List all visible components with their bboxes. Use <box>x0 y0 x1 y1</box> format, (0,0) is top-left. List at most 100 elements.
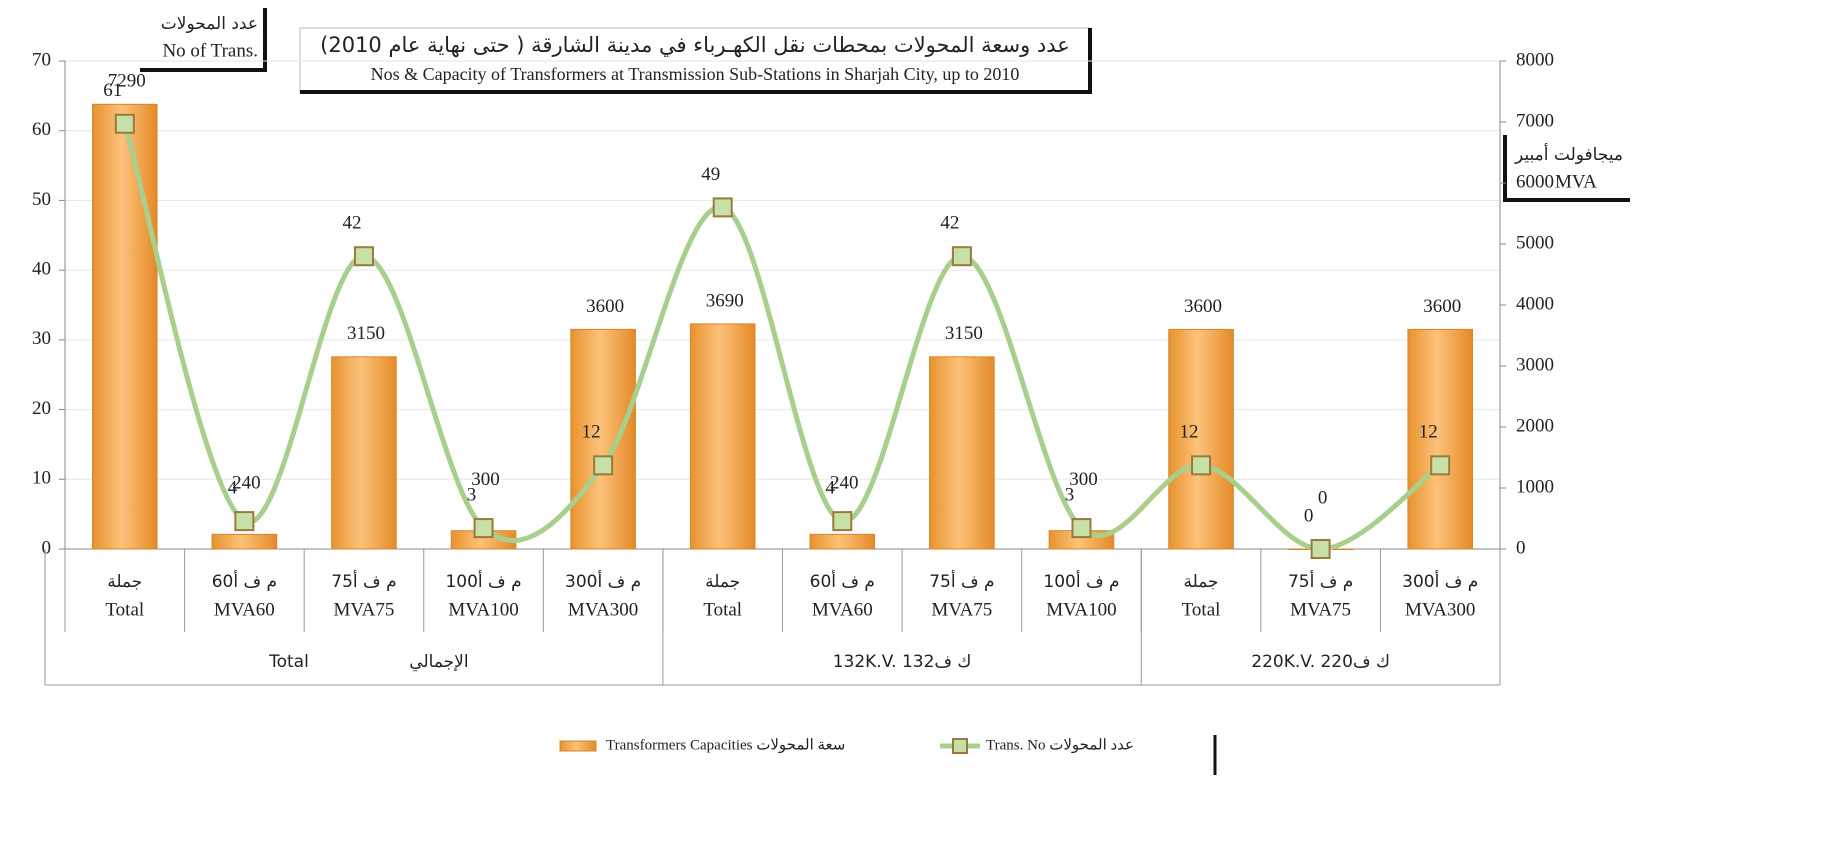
x-tick-label: 300م ف أ <box>565 570 641 592</box>
bar-value-label: 0 <box>1318 487 1328 508</box>
line-value-label: 12 <box>1419 422 1438 443</box>
legend-swatch <box>559 740 597 752</box>
bar <box>331 356 397 550</box>
x-tick-label: 60م ف أ <box>810 570 875 592</box>
bar-value-label: 240 <box>232 473 261 494</box>
line-marker <box>593 455 614 476</box>
line-value-label: 12 <box>1180 422 1199 443</box>
line-marker <box>473 518 494 539</box>
bar-value-label: 300 <box>1069 469 1098 490</box>
x-tick-label: Total <box>1182 599 1221 620</box>
line-marker <box>951 246 972 267</box>
x-tick-label: 100م ف أ <box>1043 570 1119 592</box>
bar <box>1407 328 1473 550</box>
y2-tick-label: 8000 <box>1516 49 1554 70</box>
y2-tick-label: 3000 <box>1516 354 1554 375</box>
bar-value-label: 3150 <box>347 323 385 344</box>
y2-tick-label: 7000 <box>1516 110 1554 131</box>
y-label-box <box>140 8 267 72</box>
line-value-label: 3 <box>467 484 477 505</box>
x-tick-label: 75م ف أ <box>331 570 396 592</box>
title-box-shadow <box>300 28 1092 94</box>
y-axis-label: عدد المحولات <box>161 14 258 34</box>
x-tick-label: MVA100 <box>448 599 518 620</box>
x-tick-label: MVA60 <box>214 599 275 620</box>
x-tick-label: Total <box>105 599 144 620</box>
y-tick-label: 0 <box>42 537 52 558</box>
y-tick-label: 20 <box>32 398 51 419</box>
y2-tick-label: 1000 <box>1516 476 1554 497</box>
y2-tick-label: 6000 <box>1516 171 1554 192</box>
line-value-label: 4 <box>228 477 238 498</box>
bar <box>1168 328 1234 550</box>
line-marker <box>234 511 255 532</box>
bar <box>689 323 756 550</box>
line-value-label: 3 <box>1065 484 1075 505</box>
x-tick-label: MVA300 <box>568 599 638 620</box>
bar <box>211 533 278 550</box>
y-axis-label: No of Trans. <box>162 40 258 61</box>
y-tick-label: 70 <box>32 49 51 70</box>
x-tick-label: جملة <box>705 572 740 592</box>
line-marker <box>832 511 853 532</box>
x-tick-label: Total <box>703 599 742 620</box>
x-tick-label: MVA75 <box>334 599 395 620</box>
bar-value-label: 3600 <box>586 296 624 317</box>
line-value-label: 12 <box>582 422 601 443</box>
x-tick-label: MVA75 <box>1290 599 1351 620</box>
x-tick-label: 60م ف أ <box>212 570 277 592</box>
x-tick-label: 100م ف أ <box>445 570 521 592</box>
chart-subtitle: Nos & Capacity of Transformers at Transm… <box>371 64 1020 84</box>
y-tick-label: 40 <box>32 259 51 280</box>
x-tick-label: MVA75 <box>931 599 992 620</box>
chart-title: عدد وسعة المحولات بمحطات نقل الكهـرباء ف… <box>320 33 1070 57</box>
y2-axis-label: ميجافولت أمبير <box>1514 143 1623 165</box>
legend-label: Transformers Capacities سعة المحولات <box>606 737 845 753</box>
bar <box>570 328 636 550</box>
legend-swatch <box>952 738 968 754</box>
title-box <box>299 27 1091 93</box>
line-marker <box>1191 455 1212 476</box>
line-marker <box>353 246 374 267</box>
y2-tick-label: 0 <box>1516 537 1526 558</box>
group-label: 132K.V. 132ك ف <box>833 652 972 672</box>
bar-value-label: 3600 <box>1423 296 1461 317</box>
bar-value-label: 3690 <box>706 290 744 311</box>
line-marker <box>1071 518 1092 539</box>
group-label: الإجمالي <box>409 652 468 672</box>
line-value-label: 0 <box>1304 505 1314 526</box>
line-value-label: 42 <box>940 213 959 234</box>
y2-tick-label: 2000 <box>1516 415 1554 436</box>
y-tick-label: 60 <box>32 119 51 140</box>
x-tick-label: 75م ف أ <box>929 570 994 592</box>
bar <box>809 533 876 550</box>
y-tick-label: 10 <box>32 468 51 489</box>
y2-tick-label: 5000 <box>1516 232 1554 253</box>
legend-label: Trans. No عدد المحولات <box>986 737 1134 753</box>
bar-value-label: 300 <box>471 469 500 490</box>
y-tick-label: 50 <box>32 189 51 210</box>
line-value-label: 42 <box>342 213 361 234</box>
line-marker <box>114 113 135 134</box>
x-tick-label: MVA300 <box>1405 599 1475 620</box>
line-marker <box>1430 455 1451 476</box>
bar <box>929 356 995 550</box>
bar-value-label: 7290 <box>108 71 146 92</box>
x-tick-label: MVA60 <box>812 599 873 620</box>
line-value-label: 49 <box>701 164 720 185</box>
line-value-label: 4 <box>826 477 836 498</box>
bar-value-label: 3150 <box>945 323 983 344</box>
x-tick-label: 75م ف أ <box>1288 570 1353 592</box>
x-tick-label: جملة <box>1183 572 1218 592</box>
group-label: 220K.V. 220ك ف <box>1251 652 1390 672</box>
bar-value-label: 3600 <box>1184 296 1222 317</box>
line-marker <box>712 197 733 218</box>
y2-axis-label: MVA <box>1555 171 1597 192</box>
y2-tick-label: 4000 <box>1516 293 1554 314</box>
x-tick-label: جملة <box>107 572 142 592</box>
bar-value-label: 240 <box>830 473 859 494</box>
y-tick-label: 30 <box>32 328 51 349</box>
line-marker <box>1310 539 1331 559</box>
x-tick-label: 300م ف أ <box>1402 570 1478 592</box>
